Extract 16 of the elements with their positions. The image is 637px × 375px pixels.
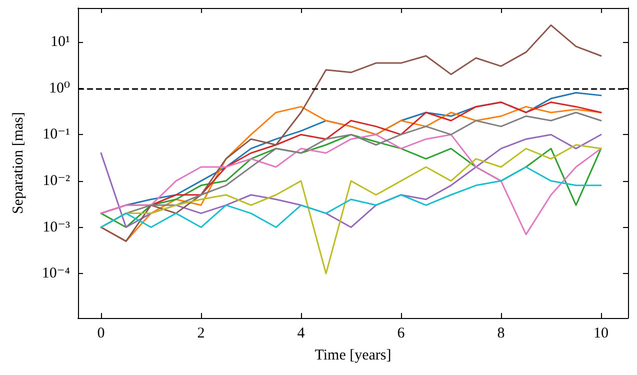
x-axis-title: Time [years] (314, 348, 392, 364)
y-tick-label: 10¹ (50, 34, 70, 50)
y-tick-label: 10⁻³ (42, 219, 70, 236)
x-tick-label: 2 (197, 326, 205, 342)
x-tick-label: 10 (594, 326, 608, 342)
y-axis-title: Separation [mas] (10, 112, 26, 214)
x-tick-label: 0 (97, 326, 105, 342)
line-series (100, 24, 602, 242)
y-tick-label: 10⁻² (42, 172, 70, 189)
x-tick-label: 4 (297, 326, 306, 342)
line-series (100, 166, 602, 228)
y-tick-label: 10⁰ (48, 80, 70, 96)
y-tick-label: 10⁻⁴ (42, 266, 70, 282)
x-tick-label: 8 (497, 326, 505, 342)
y-tick-label: 10⁻¹ (42, 126, 70, 143)
x-tick-label: 6 (397, 326, 406, 342)
